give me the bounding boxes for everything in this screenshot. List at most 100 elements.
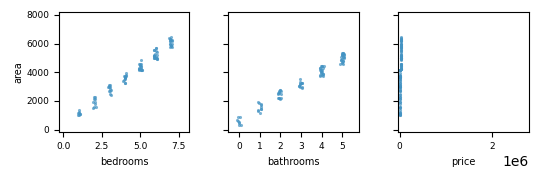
Point xyxy=(339,52,348,55)
Point xyxy=(397,53,405,55)
Point xyxy=(395,113,404,115)
Point xyxy=(396,78,404,81)
Point xyxy=(396,62,405,65)
Point xyxy=(396,66,405,69)
Point xyxy=(396,101,404,103)
Point xyxy=(397,57,405,60)
Point xyxy=(120,78,128,81)
Point xyxy=(396,87,404,90)
Point xyxy=(277,90,285,93)
Point xyxy=(396,98,404,100)
Point xyxy=(257,107,266,110)
Point xyxy=(338,54,347,57)
Point xyxy=(295,85,304,88)
Point xyxy=(396,68,405,71)
Point xyxy=(396,106,404,109)
Point xyxy=(276,89,284,92)
Point xyxy=(319,64,328,67)
Point xyxy=(397,45,405,47)
Point xyxy=(135,69,143,72)
Point xyxy=(339,60,348,62)
Point xyxy=(297,81,306,84)
Point xyxy=(396,67,405,70)
Point xyxy=(255,111,264,114)
Point xyxy=(396,77,404,80)
Point xyxy=(396,76,404,79)
Point xyxy=(397,57,405,59)
Point xyxy=(137,68,145,71)
Point xyxy=(395,114,404,117)
Point xyxy=(153,57,161,60)
Point xyxy=(105,89,114,92)
Point xyxy=(396,67,405,70)
Point xyxy=(397,39,405,42)
Point xyxy=(396,106,404,109)
Point xyxy=(296,82,305,85)
Point xyxy=(397,53,405,56)
Point xyxy=(397,44,405,47)
Point xyxy=(396,100,404,103)
Point xyxy=(396,75,404,78)
Point xyxy=(339,52,348,55)
Point xyxy=(168,46,177,48)
Point xyxy=(237,124,245,126)
Point xyxy=(257,106,266,108)
Point xyxy=(121,75,130,78)
Point xyxy=(150,56,159,59)
Point xyxy=(397,57,405,59)
Point xyxy=(397,42,405,45)
Point xyxy=(396,74,404,77)
Point xyxy=(396,79,404,82)
Point xyxy=(316,69,325,71)
Point xyxy=(91,96,100,99)
Point xyxy=(397,51,405,54)
Point xyxy=(318,65,326,68)
Point xyxy=(137,65,146,68)
Point xyxy=(137,69,145,72)
Point xyxy=(339,53,348,56)
Point xyxy=(135,67,143,70)
Point xyxy=(275,89,284,92)
Point xyxy=(107,89,115,91)
Point xyxy=(397,63,405,65)
Point xyxy=(150,55,158,57)
Point xyxy=(396,96,404,99)
Point xyxy=(150,53,159,56)
X-axis label: price: price xyxy=(451,157,476,167)
Point xyxy=(135,68,143,71)
Point xyxy=(319,73,327,76)
Point xyxy=(319,67,327,69)
Point xyxy=(120,74,129,77)
Point xyxy=(235,120,244,123)
Point xyxy=(395,111,404,114)
Point xyxy=(121,77,129,80)
Point xyxy=(153,57,161,60)
Point xyxy=(166,35,175,38)
Point xyxy=(316,67,324,70)
Point xyxy=(397,35,406,38)
Point xyxy=(233,116,242,119)
Point xyxy=(121,82,129,85)
Point xyxy=(337,53,346,56)
Point xyxy=(106,90,114,93)
Point xyxy=(168,43,176,45)
Point xyxy=(296,81,304,83)
Point xyxy=(234,120,242,122)
Point xyxy=(274,97,283,100)
Point xyxy=(396,96,404,98)
Point xyxy=(120,74,129,77)
Point xyxy=(134,63,143,65)
Point xyxy=(336,62,345,65)
Point xyxy=(396,67,405,69)
Point xyxy=(137,69,146,71)
Point xyxy=(74,114,82,117)
Point xyxy=(397,54,405,57)
Point xyxy=(104,83,113,86)
Point xyxy=(337,52,346,55)
Point xyxy=(397,55,405,57)
Point xyxy=(274,91,283,94)
Point xyxy=(138,68,146,71)
Point xyxy=(397,49,405,51)
Point xyxy=(236,116,245,119)
Point xyxy=(396,89,404,92)
